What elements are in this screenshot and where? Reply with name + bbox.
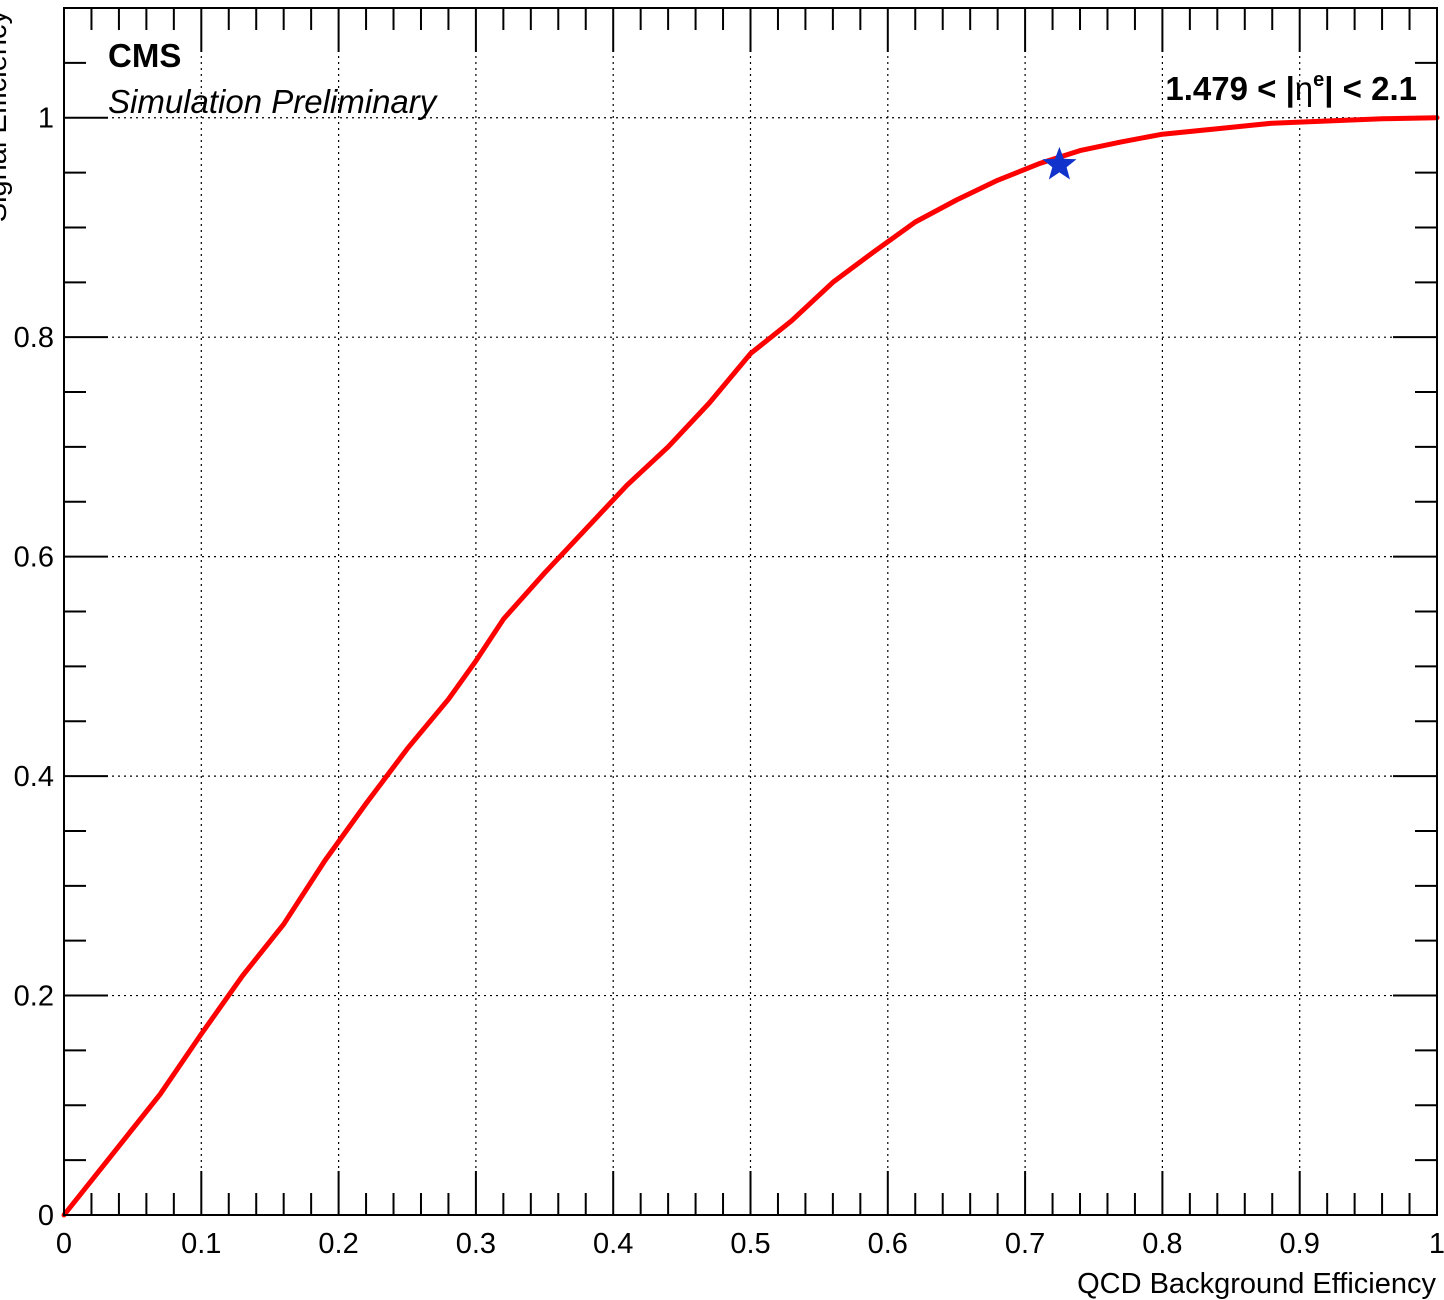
x-tick-label: 0.5 <box>730 1228 770 1260</box>
x-tick-label: 0.2 <box>318 1228 358 1260</box>
plot-frame <box>63 7 1438 1216</box>
y-tick-label: 0.2 <box>14 981 54 1013</box>
x-tick-labels: 0 0.1 0.2 0.3 0.4 0.5 0.6 0.7 0.8 0.9 1 <box>56 1228 1444 1260</box>
region-label-sup: e <box>1313 69 1324 91</box>
series-group <box>61 115 1440 1218</box>
x-tick-label: 0.4 <box>593 1228 633 1260</box>
y-tick-label: 0.4 <box>14 761 54 793</box>
marker-group <box>1042 146 1077 180</box>
x-tick-label: 0.6 <box>868 1228 908 1260</box>
y-tick-labels: 0 0.2 0.4 0.6 0.8 1 <box>14 103 54 1232</box>
x-tick-label: 0.7 <box>1005 1228 1045 1260</box>
y-axis-label: Signal Efficiency <box>0 10 13 223</box>
region-label-pre: 1.479 < | <box>1165 70 1294 107</box>
grid-lines <box>64 8 1437 1215</box>
cms-label: CMS <box>108 37 181 74</box>
y-tick-label: 0.8 <box>14 322 54 354</box>
x-tick-label: 0.3 <box>456 1228 496 1260</box>
roc-curve <box>61 115 1440 1218</box>
x-tick-label: 0.8 <box>1142 1228 1182 1260</box>
status-label: Simulation Preliminary <box>108 83 439 120</box>
y-tick-label: 0.6 <box>14 542 54 574</box>
x-tick-label: 0.9 <box>1280 1228 1320 1260</box>
y-tick-label: 1 <box>38 103 54 135</box>
region-label: 1.479 < |ηe| < 2.1 <box>1165 69 1417 107</box>
major-ticks <box>63 8 1438 1216</box>
y-tick-label: 0 <box>38 1200 54 1232</box>
x-tick-label: 1 <box>1429 1228 1444 1260</box>
working-point-star <box>1042 146 1077 180</box>
x-axis-label: QCD Background Efficiency <box>1077 1268 1436 1300</box>
region-label-eta: η <box>1295 70 1313 107</box>
x-tick-label: 0.1 <box>181 1228 221 1260</box>
minor-ticks <box>64 8 1437 1215</box>
region-label-post: | < 2.1 <box>1324 70 1417 107</box>
x-tick-label: 0 <box>56 1228 72 1260</box>
